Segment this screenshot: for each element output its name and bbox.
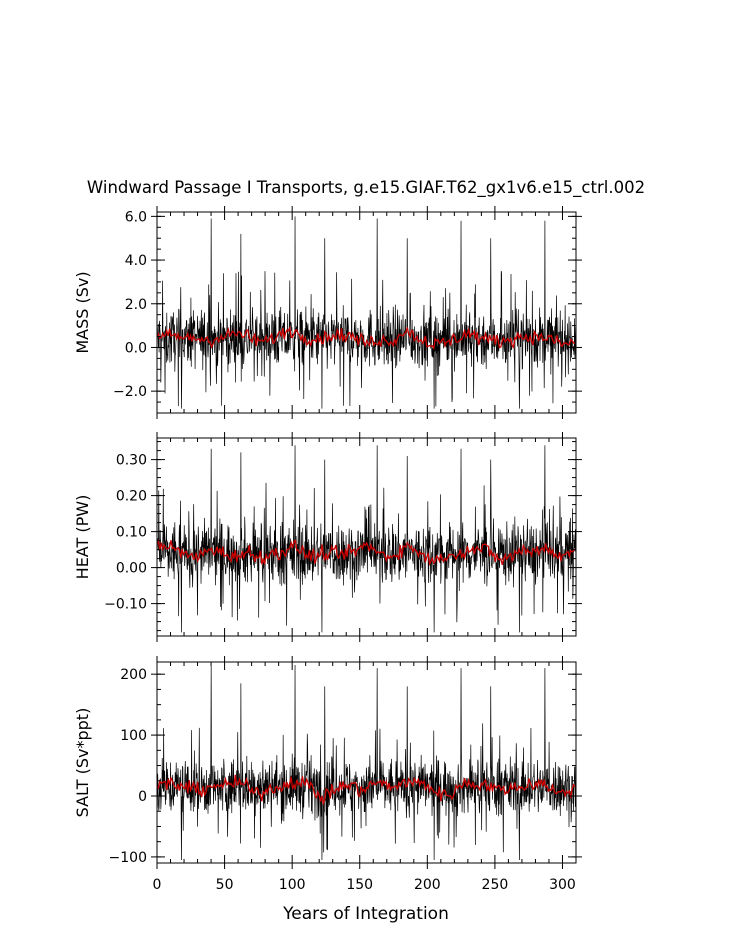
y-tick-label: −100 bbox=[109, 850, 147, 866]
panel-2: 0.30 0.20 0.10 0.00 −0.10 HEAT (PW) bbox=[73, 432, 582, 642]
y-tick-label: 0.10 bbox=[116, 525, 147, 541]
panel-3: 200 100 0 −100 SALT (Sv*ppt) 0 50 100 150 200 250 3… bbox=[73, 656, 582, 893]
x-tick-label: 200 bbox=[414, 877, 441, 893]
x-tick-label: 0 bbox=[153, 877, 162, 893]
panel-frame bbox=[156, 437, 577, 637]
smoothed-series-line bbox=[157, 325, 575, 351]
smoothed-series-line bbox=[157, 774, 576, 807]
y-tick-label: 100 bbox=[120, 728, 147, 744]
y-tick-label: 0.30 bbox=[116, 453, 147, 469]
y-axis-label: SALT (Sv*ppt) bbox=[73, 708, 92, 818]
y-tick-label: 0 bbox=[138, 789, 147, 805]
panel-frame bbox=[156, 211, 577, 414]
chart-title: Windward Passage I Transports, g.e15.GIA… bbox=[87, 178, 645, 198]
x-axis-label: Years of Integration bbox=[282, 904, 449, 924]
y-tick-label: 6.0 bbox=[125, 209, 147, 225]
y-tick-label: 2.0 bbox=[125, 297, 147, 313]
x-tick-label: 50 bbox=[216, 877, 234, 893]
x-tick-label: 150 bbox=[346, 877, 373, 893]
x-tick-label: 100 bbox=[279, 877, 306, 893]
panel-1: 6.0 4.0 2.0 0.0 −2.0 MASS (Sv) bbox=[73, 206, 582, 419]
y-tick-label: 0.0 bbox=[125, 340, 147, 356]
y-tick-label: 200 bbox=[120, 667, 147, 683]
raw-series-line bbox=[157, 445, 576, 633]
y-tick-label: 0.00 bbox=[116, 561, 147, 577]
y-axis-label: MASS (Sv) bbox=[73, 271, 92, 353]
raw-series-line bbox=[157, 665, 576, 860]
y-tick-label: 4.0 bbox=[125, 253, 147, 269]
panel-frame bbox=[156, 661, 577, 864]
y-tick-label: −2.0 bbox=[113, 384, 147, 400]
smoothed-series-line bbox=[157, 538, 576, 567]
y-tick-label: 0.20 bbox=[116, 489, 147, 505]
y-tick-label: −0.10 bbox=[104, 597, 147, 613]
panels: 6.0 4.0 2.0 0.0 −2.0 MASS (Sv) 0.30 0.20 0.10 0.0… bbox=[73, 206, 582, 893]
x-tick-label: 250 bbox=[482, 877, 509, 893]
x-tick-label: 300 bbox=[549, 877, 576, 893]
raw-series-line bbox=[157, 216, 576, 409]
y-axis-label: HEAT (PW) bbox=[73, 495, 92, 580]
